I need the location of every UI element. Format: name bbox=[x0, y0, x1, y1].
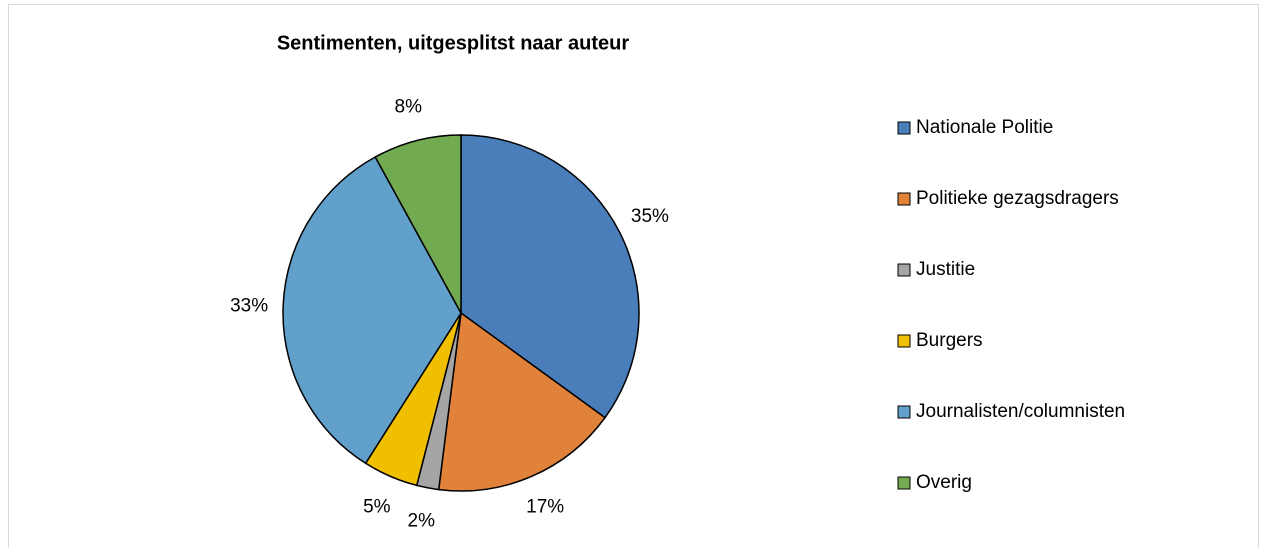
legend-swatch bbox=[897, 405, 911, 419]
legend-swatch bbox=[897, 263, 911, 277]
data-label: 35% bbox=[631, 206, 669, 227]
legend-label: Overig bbox=[916, 472, 972, 493]
chart-title: Sentimenten, uitgesplitst naar auteur bbox=[277, 32, 630, 54]
legend-label: Politieke gezagsdragers bbox=[916, 188, 1119, 209]
data-label: 2% bbox=[408, 510, 436, 531]
legend-swatch bbox=[897, 476, 911, 490]
legend-swatch bbox=[897, 192, 911, 206]
data-label: 8% bbox=[395, 97, 423, 118]
data-label: 33% bbox=[230, 295, 268, 316]
legend-label: Justitie bbox=[916, 259, 975, 280]
legend-label: Nationale Politie bbox=[916, 117, 1053, 138]
legend-swatch bbox=[897, 121, 911, 135]
pie-slice bbox=[460, 134, 640, 419]
data-label: 17% bbox=[526, 497, 564, 518]
legend-label: Burgers bbox=[916, 330, 983, 351]
pie-slice bbox=[437, 311, 607, 492]
legend-swatch bbox=[897, 334, 911, 348]
legend-label: Journalisten/columnisten bbox=[916, 401, 1125, 422]
pie-slice bbox=[374, 134, 462, 314]
data-label: 5% bbox=[363, 497, 391, 518]
